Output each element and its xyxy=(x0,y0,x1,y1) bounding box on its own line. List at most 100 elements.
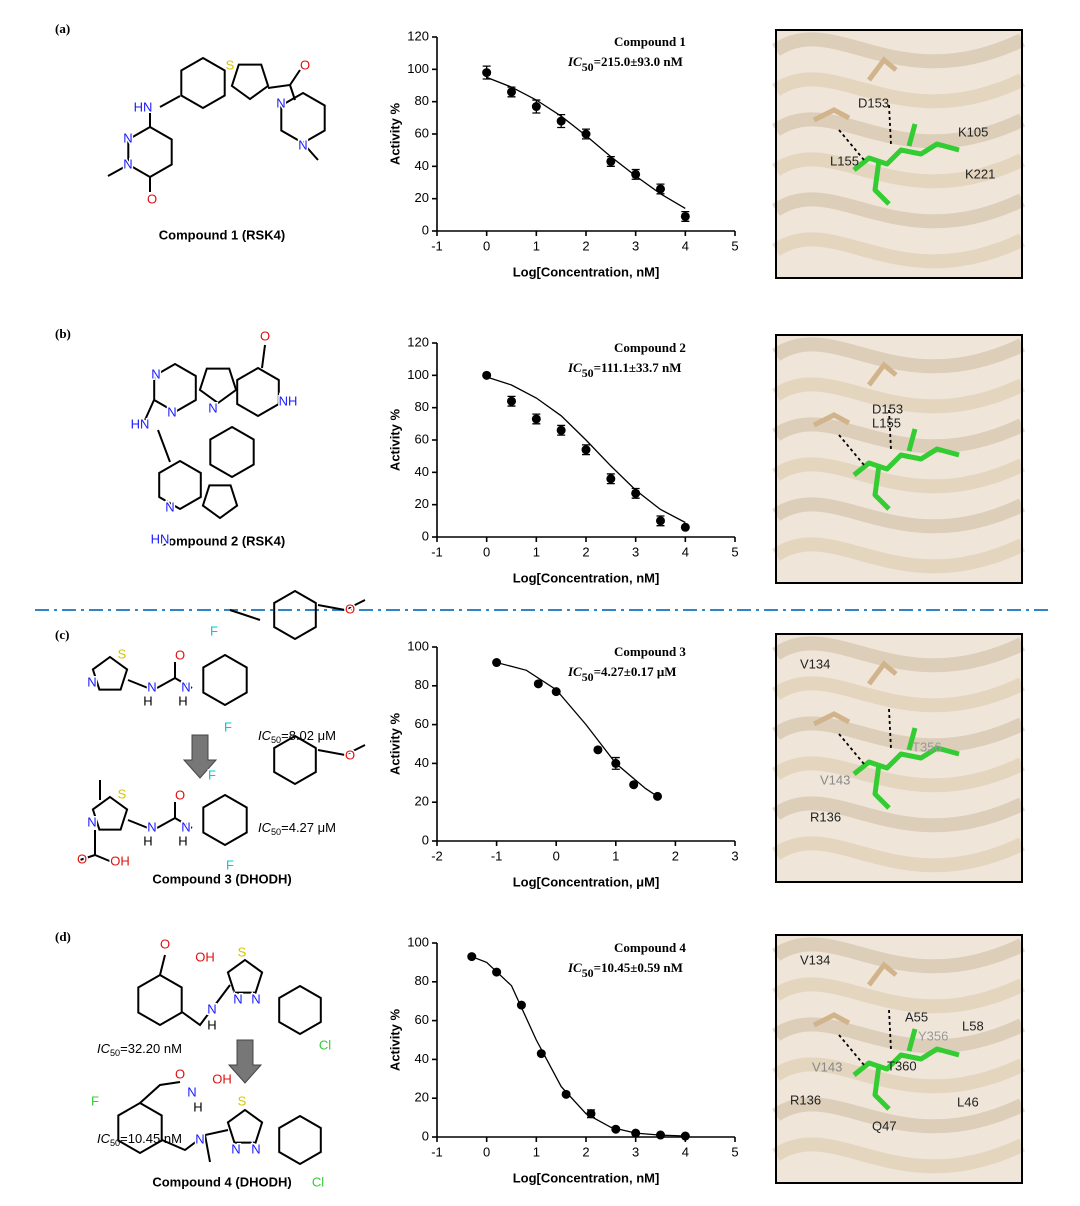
atom-label: F xyxy=(208,767,216,782)
atom-label: N xyxy=(123,156,132,171)
ring xyxy=(273,589,317,641)
ribbon xyxy=(772,716,1026,753)
residue-label: Y356 xyxy=(918,1028,948,1043)
ligand xyxy=(852,727,960,810)
side-chain xyxy=(812,961,898,1028)
ic-prefix: IC xyxy=(567,360,582,375)
atom-label: O xyxy=(160,936,170,951)
y-tick-label: 100 xyxy=(407,61,429,76)
ribbon xyxy=(772,232,1026,269)
atom-label: N xyxy=(165,499,174,514)
x-tick-label: 3 xyxy=(632,1144,639,1159)
x-tick-label: 2 xyxy=(582,1144,589,1159)
data-point xyxy=(653,791,663,801)
chart-title: Compound 4 xyxy=(614,940,686,955)
atom-label: S xyxy=(118,646,127,661)
data-point xyxy=(482,370,492,380)
ic50-label: IC50=215.0±93.0 nM xyxy=(567,54,683,74)
atom-label: N xyxy=(87,674,96,689)
ring xyxy=(226,1108,264,1144)
atom-label: N xyxy=(123,130,132,145)
atom-label: H xyxy=(193,1099,202,1114)
atom-label: OH xyxy=(195,949,215,964)
x-tick-label: 1 xyxy=(533,1144,540,1159)
atom-label: HN xyxy=(151,531,170,546)
residue-label: D153 xyxy=(872,401,903,416)
y-axis-label: Activity % xyxy=(387,102,402,165)
y-tick-label: 120 xyxy=(407,334,429,349)
x-tick-label: 1 xyxy=(533,544,540,559)
x-tick-label: 3 xyxy=(731,848,738,863)
atom-label: HN xyxy=(134,99,153,114)
x-tick-label: 1 xyxy=(612,848,619,863)
atom-label: O xyxy=(345,747,355,762)
residue-label: Q47 xyxy=(872,1118,897,1133)
bond xyxy=(107,69,319,192)
ic50-label: IC50=4.27 μM xyxy=(258,820,336,837)
atom-label: F xyxy=(226,857,234,872)
ic-prefix: IC xyxy=(97,1041,111,1056)
y-tick-label: 120 xyxy=(407,28,429,43)
atom-label: N xyxy=(207,1001,216,1016)
panel-label: (b) xyxy=(55,326,71,341)
protein-frame xyxy=(775,633,1023,883)
arrow xyxy=(182,734,218,779)
ic-rest: =215.0±93.0 nM xyxy=(594,54,683,69)
atom-label: N xyxy=(181,679,190,694)
residue-label: V143 xyxy=(812,1059,842,1074)
ligand xyxy=(852,428,960,511)
y-axis-label: Activity % xyxy=(387,1008,402,1071)
x-axis-label: Log[Concentration, μM] xyxy=(513,874,660,889)
x-tick-label: 1 xyxy=(533,238,540,253)
compound-name: Compound 2 (RSK4) xyxy=(159,533,285,548)
ic-prefix: IC xyxy=(258,820,272,835)
data-point xyxy=(467,952,477,962)
x-tick-label: 4 xyxy=(682,1144,689,1159)
ring xyxy=(91,655,129,691)
ic-sub: 50 xyxy=(582,366,594,380)
data-point xyxy=(606,474,616,484)
ribbons xyxy=(772,32,1026,269)
residue-label: L46 xyxy=(957,1094,979,1109)
chart-title: Compound 2 xyxy=(614,340,686,355)
residue-label: V134 xyxy=(800,952,830,967)
ribbon xyxy=(772,377,1026,414)
ring xyxy=(209,425,255,479)
h-bonds xyxy=(838,1009,892,1066)
y-tick-label: 100 xyxy=(407,934,429,949)
y-tick-label: 0 xyxy=(422,528,429,543)
x-tick-label: 5 xyxy=(731,1144,738,1159)
data-point xyxy=(581,445,591,455)
data-point xyxy=(611,1124,621,1134)
atom-label: HN xyxy=(131,416,150,431)
residue-label: K221 xyxy=(965,166,995,181)
residue-label: V143 xyxy=(820,772,850,787)
ribbon xyxy=(772,937,1026,974)
x-tick-label: -1 xyxy=(491,848,503,863)
atom-label: N xyxy=(87,814,96,829)
ribbon xyxy=(772,337,1026,374)
atom-label: O xyxy=(77,851,87,866)
data-point xyxy=(507,396,516,406)
h-bonds xyxy=(838,409,892,466)
ribbon xyxy=(772,457,1026,494)
x-tick-label: 4 xyxy=(682,238,689,253)
atom-label: H xyxy=(178,693,187,708)
data-point xyxy=(556,116,566,126)
data-point xyxy=(581,129,591,139)
atom-label: N xyxy=(167,404,176,419)
ring xyxy=(278,1114,322,1166)
atom-label: N xyxy=(251,1141,260,1156)
ribbon xyxy=(772,756,1026,793)
y-tick-label: 60 xyxy=(415,716,429,731)
ic-prefix: IC xyxy=(567,960,582,975)
y-tick-label: 0 xyxy=(422,222,429,237)
x-tick-label: 0 xyxy=(483,1144,490,1159)
y-tick-label: 20 xyxy=(415,496,429,511)
y-tick-label: 20 xyxy=(415,1090,429,1105)
ring xyxy=(198,367,238,405)
data-point xyxy=(516,1000,526,1010)
atom-label: NH xyxy=(279,393,298,408)
fit-curve xyxy=(486,76,686,209)
